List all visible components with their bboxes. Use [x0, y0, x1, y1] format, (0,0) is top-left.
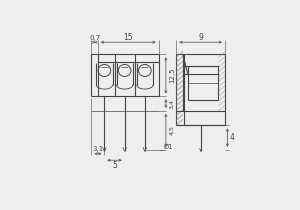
Text: 9: 9: [198, 33, 203, 42]
Text: 4,5: 4,5: [169, 125, 175, 135]
Text: 15: 15: [124, 33, 133, 42]
Text: 3,1: 3,1: [92, 146, 104, 152]
Text: 0,7: 0,7: [89, 35, 100, 41]
Text: 4: 4: [230, 133, 235, 142]
Text: 5: 5: [112, 161, 117, 169]
Text: 12,5: 12,5: [169, 68, 175, 83]
Text: Ø1: Ø1: [164, 144, 173, 150]
Text: 3,4: 3,4: [169, 99, 175, 109]
